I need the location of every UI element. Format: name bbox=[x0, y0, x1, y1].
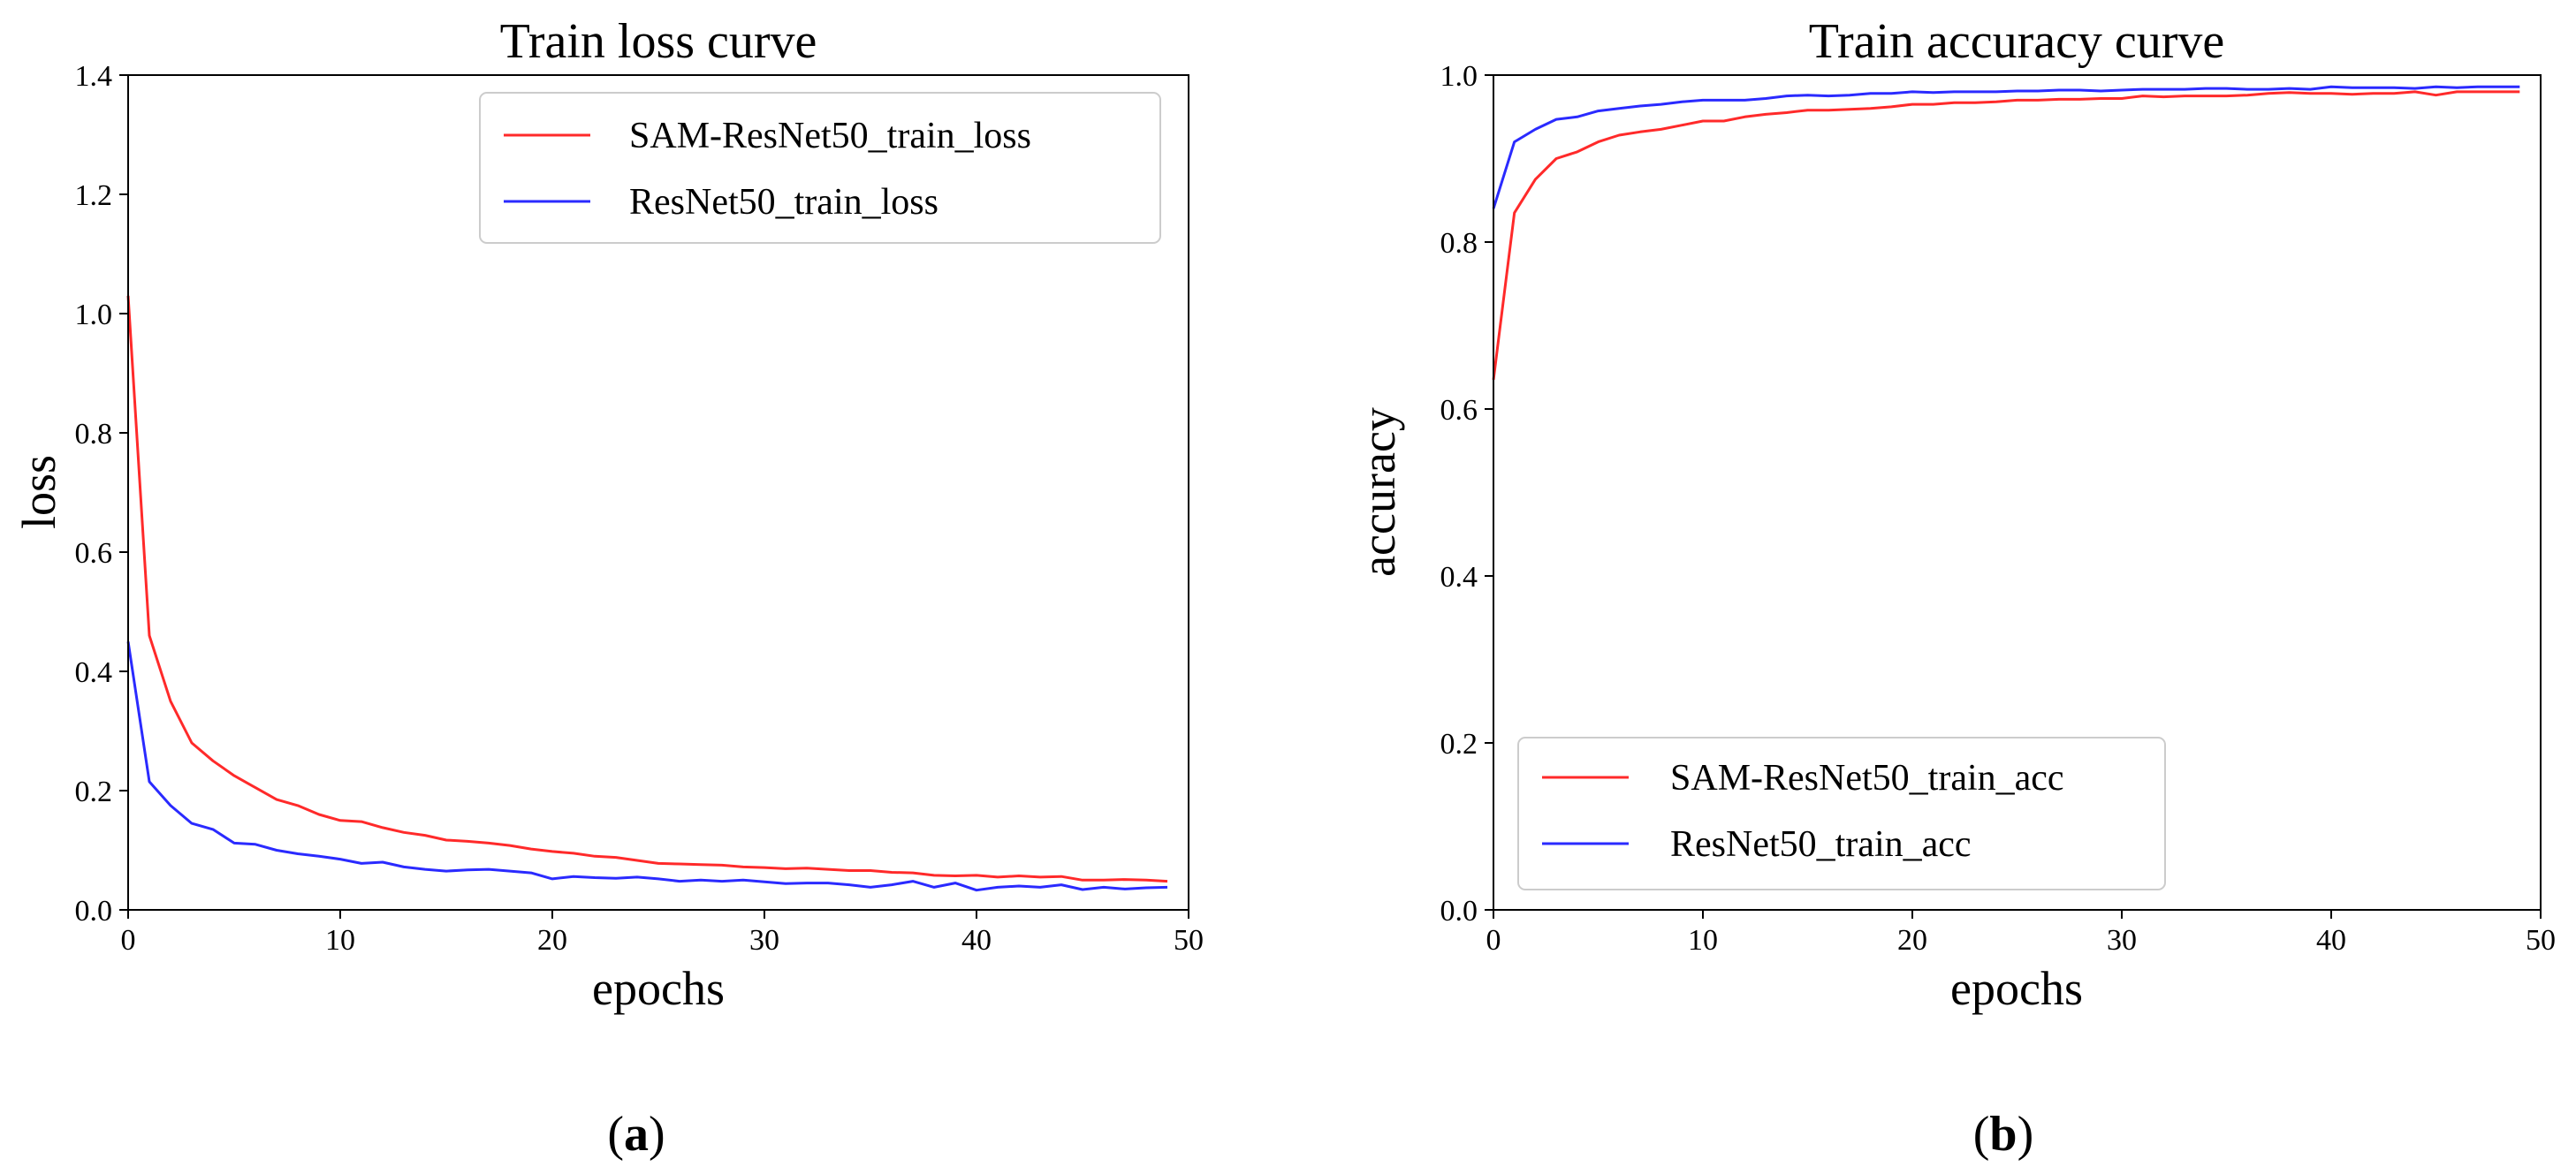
x-tick-label: 0 bbox=[121, 924, 136, 957]
legend-label-resnet50: ResNet50_train_acc bbox=[1670, 824, 1972, 865]
series-line-sam-resnet50 bbox=[1492, 90, 2520, 381]
y-tick-label: 0.4 bbox=[1440, 561, 1478, 594]
x-tick-label: 20 bbox=[1897, 924, 1927, 957]
y-tick-label: 1.2 bbox=[75, 179, 113, 212]
x-tick-label: 20 bbox=[537, 924, 567, 957]
y-tick-label: 0.4 bbox=[75, 656, 113, 689]
accuracy-chart: Train accuracy curve 0 10 20 30 40 50 0.0 0.2 0.… bbox=[1352, 14, 2556, 1162]
x-tick-label: 30 bbox=[2107, 924, 2137, 957]
y-axis-label: accuracy bbox=[1352, 407, 1405, 577]
loss-chart: Train loss curve 0 10 20 30 40 50 0.0 0.2 0.4 0.6… bbox=[12, 14, 1204, 1162]
legend: SAM-ResNet50_train_loss ResNet50_train_l… bbox=[479, 92, 1161, 244]
y-tick-label: 0.6 bbox=[1440, 394, 1478, 427]
y-tick-label: 0.8 bbox=[75, 418, 113, 451]
panel-label-b: (b) bbox=[1973, 1107, 2033, 1162]
y-tick-label: 0.0 bbox=[1440, 895, 1478, 928]
legend-label-sam-resnet50: SAM-ResNet50_train_acc bbox=[1670, 758, 2064, 799]
x-tick-label: 30 bbox=[749, 924, 779, 957]
series-line-resnet50 bbox=[1492, 85, 2520, 209]
panel-letter-b: b bbox=[1989, 1107, 2017, 1162]
legend-label-sam-resnet50: SAM-ResNet50_train_loss bbox=[629, 116, 1031, 156]
x-tick-label: 50 bbox=[1174, 924, 1204, 957]
y-tick-label: 1.4 bbox=[75, 60, 113, 93]
x-tick-label: 10 bbox=[325, 924, 355, 957]
y-tick-label: 0.2 bbox=[75, 776, 113, 808]
panel-label-a: (a) bbox=[607, 1107, 665, 1162]
series-line-sam-resnet50 bbox=[126, 295, 1168, 883]
legend: SAM-ResNet50_train_acc ResNet50_train_ac… bbox=[1517, 737, 2166, 890]
x-tick-label: 50 bbox=[2526, 924, 2556, 957]
chart-title: Train accuracy curve bbox=[1809, 14, 2225, 69]
series-line-resnet50 bbox=[126, 641, 1168, 892]
y-tick-label: 0.8 bbox=[1440, 227, 1478, 260]
y-tick-label: 0.2 bbox=[1440, 728, 1478, 761]
legend-box bbox=[1517, 737, 2166, 890]
legend-label-resnet50: ResNet50_train_loss bbox=[629, 182, 938, 223]
x-axis-label: epochs bbox=[592, 962, 725, 1015]
tick-group: 0 10 20 30 40 50 0.0 0.2 0.4 0.6 0.8 1.0 bbox=[1440, 60, 2557, 957]
legend-box bbox=[479, 92, 1161, 244]
panel-letter-a: a bbox=[624, 1107, 649, 1162]
series-group bbox=[126, 295, 1168, 892]
y-tick-label: 0.6 bbox=[75, 537, 113, 570]
x-tick-label: 10 bbox=[1688, 924, 1718, 957]
x-tick-label: 0 bbox=[1486, 924, 1501, 957]
x-tick-label: 40 bbox=[2316, 924, 2346, 957]
x-tick-label: 40 bbox=[961, 924, 992, 957]
y-tick-label: 1.0 bbox=[1440, 60, 1478, 93]
tick-group: 0 10 20 30 40 50 0.0 0.2 0.4 0.6 0.8 1.0 1.2 1.4 bbox=[75, 60, 1204, 957]
chart-title: Train loss curve bbox=[500, 14, 817, 69]
y-axis-label: loss bbox=[12, 455, 65, 529]
plot-frame bbox=[1493, 74, 2542, 911]
plot-frame bbox=[127, 74, 1189, 911]
series-group bbox=[1492, 85, 2520, 381]
x-axis-label: epochs bbox=[1950, 962, 2083, 1015]
y-tick-label: 0.0 bbox=[75, 895, 113, 928]
y-tick-label: 1.0 bbox=[75, 299, 113, 331]
